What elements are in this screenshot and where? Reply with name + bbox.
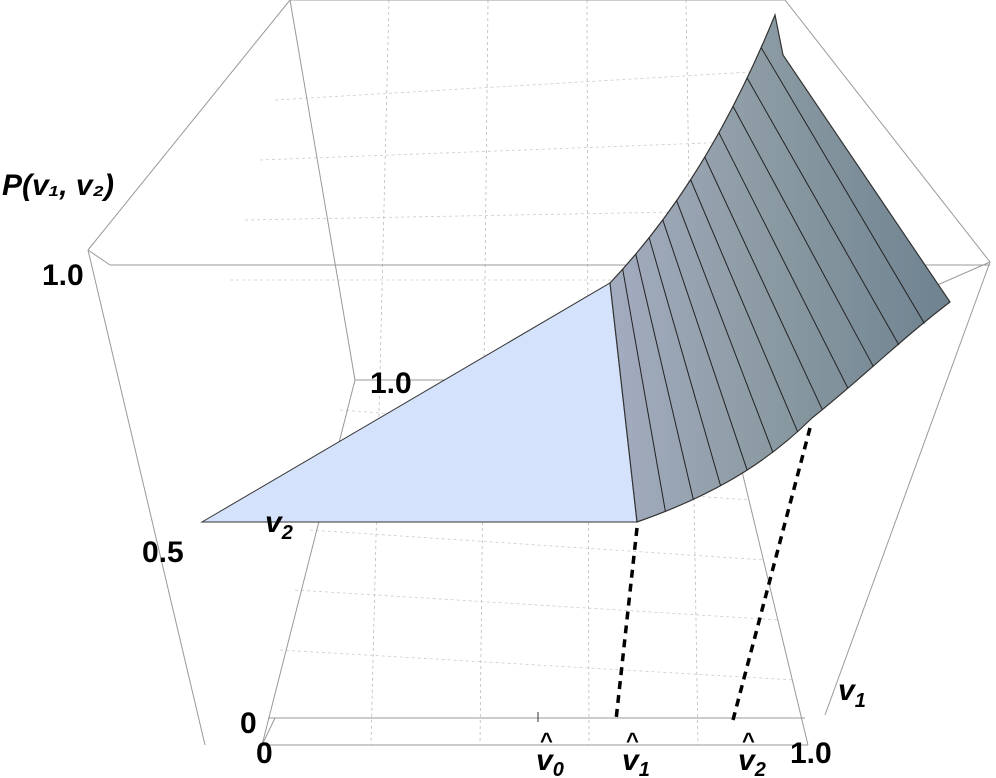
x-tick-0: 0 bbox=[256, 737, 273, 770]
flat-surface-region bbox=[200, 282, 638, 523]
dashed-projection-v1-hat bbox=[614, 527, 639, 721]
box-edge bbox=[824, 261, 991, 716]
mesh-line bbox=[648, 237, 722, 486]
surface-mesh-lines bbox=[622, 47, 925, 512]
box-edge bbox=[289, 0, 356, 381]
y-axis-label: v2 bbox=[265, 506, 293, 544]
mesh-line bbox=[635, 254, 694, 500]
box-edge bbox=[784, 0, 991, 263]
grid-line bbox=[294, 589, 781, 621]
mesh-line bbox=[704, 156, 823, 410]
grid-line bbox=[309, 529, 766, 561]
box-edge bbox=[87, 249, 206, 746]
box-edge bbox=[87, 249, 111, 266]
z-tick-0: 0 bbox=[240, 707, 257, 740]
box-edge bbox=[87, 0, 291, 251]
z-tick-1.0: 1.0 bbox=[42, 259, 84, 292]
z-axis-label: P(v₁, v₂) bbox=[2, 169, 114, 202]
z-tick-0.5: 0.5 bbox=[142, 536, 184, 569]
x-tick-v2-hat: ^ v2 bbox=[738, 728, 766, 778]
mesh-line bbox=[662, 219, 748, 471]
mesh-line bbox=[622, 269, 666, 512]
grid-line bbox=[274, 69, 786, 101]
mesh-line bbox=[690, 179, 799, 432]
curved-surface-region bbox=[609, 12, 951, 523]
box-edge bbox=[261, 717, 276, 746]
grid-line bbox=[370, 0, 390, 746]
bounding-box bbox=[87, 0, 991, 746]
mesh-line bbox=[746, 77, 900, 346]
grid-line bbox=[279, 649, 796, 681]
y-tick-1.0: 1.0 bbox=[370, 367, 412, 400]
mesh-line bbox=[676, 200, 774, 453]
box-edge bbox=[261, 379, 356, 746]
mesh-line bbox=[732, 106, 874, 367]
x-tick-1.0: 1.0 bbox=[790, 737, 832, 770]
mesh-line bbox=[760, 47, 925, 324]
x-tick-v0-hat: ^ v0 bbox=[536, 728, 564, 778]
x-tick-v1-hat: ^ v1 bbox=[622, 728, 650, 778]
x-axis-label: v1 bbox=[838, 674, 866, 712]
mesh-line bbox=[718, 132, 849, 389]
